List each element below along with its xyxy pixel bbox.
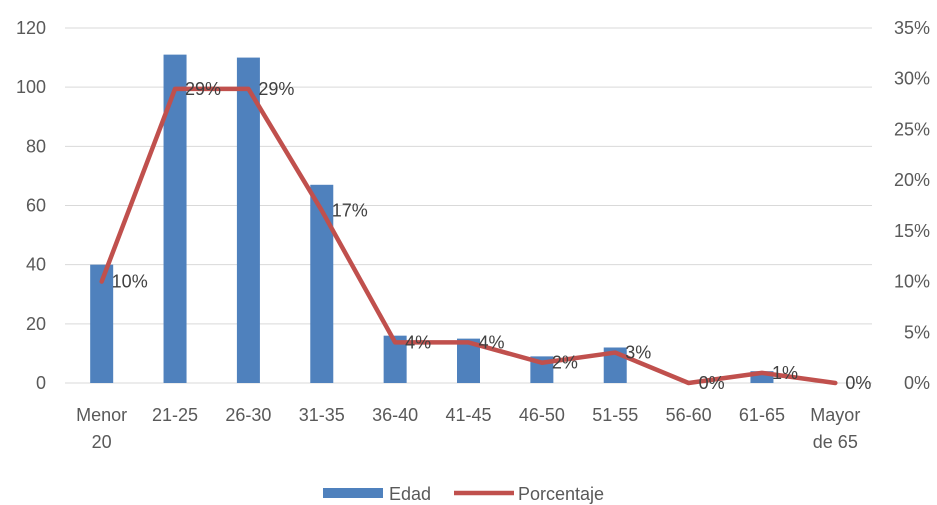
data-label: 2% [552,353,578,373]
bar [236,57,260,383]
x-axis-tick-label: 61-65 [739,405,785,425]
data-label: 4% [405,332,431,352]
left-axis-tick-label: 20 [26,314,46,334]
x-axis-tick-label: de 65 [813,432,858,452]
x-axis-tick-label: Mayor [810,405,860,425]
x-axis-tick-label: 31-35 [299,405,345,425]
legend-label-porcentaje: Porcentaje [518,484,604,504]
data-label: 3% [625,343,651,363]
line-data-labels: 10% 29% 29% 17% 4% 4% 2% 3% 0% 1% 0% [112,79,872,393]
x-axis-tick-label: 56-60 [666,405,712,425]
data-label: 10% [112,272,148,292]
right-axis-tick-label: 25% [894,119,930,139]
bar [163,54,187,383]
bar [457,338,480,383]
bar [310,184,334,383]
left-axis-tick-label: 100 [16,77,46,97]
right-axis-tick-label: 10% [894,272,930,292]
left-axis-ticks: 0 20 40 60 80 100 120 [16,18,46,393]
bar [750,371,774,383]
x-axis-tick-label: 36-40 [372,405,418,425]
x-axis-tick-label: 51-55 [592,405,638,425]
left-axis-tick-label: 80 [26,136,46,156]
bar-series-edad [90,54,774,383]
left-axis-tick-label: 0 [36,373,46,393]
x-axis-tick-label: 21-25 [152,405,198,425]
right-axis-tick-label: 0% [904,373,930,393]
data-label: 0% [699,373,725,393]
bar [90,264,114,383]
line-series-porcentaje [99,86,838,386]
x-axis-tick-label: Menor [76,405,127,425]
left-axis-tick-label: 60 [26,196,46,216]
data-label: 29% [258,79,294,99]
right-axis-tick-label: 15% [894,221,930,241]
right-axis-tick-label: 20% [894,170,930,190]
x-axis-tick-label: 41-45 [445,405,491,425]
left-axis-tick-label: 120 [16,18,46,38]
x-axis-tick-label: 20 [92,432,112,452]
x-axis-tick-label: 26-30 [225,405,271,425]
x-axis-tick-label: 46-50 [519,405,565,425]
legend-swatch-edad [323,488,383,498]
data-label: 17% [332,201,368,221]
porcentaje-line [99,86,838,386]
data-label: 29% [185,79,221,99]
data-label: 0% [845,373,871,393]
legend: Edad Porcentaje [323,484,604,504]
right-axis-tick-label: 35% [894,18,930,38]
left-axis-tick-label: 40 [26,255,46,275]
right-axis-tick-label: 30% [894,69,930,89]
bar [383,335,407,383]
right-axis-ticks: 0% 5% 10% 15% 20% 25% 30% 35% [894,18,930,393]
legend-label-edad: Edad [389,484,431,504]
data-label: 4% [479,332,505,352]
data-label: 1% [772,363,798,383]
right-axis-tick-label: 5% [904,322,930,342]
x-axis-labels: Menor 20 21-25 26-30 31-35 36-40 41-45 46-50 51-… [76,405,860,452]
